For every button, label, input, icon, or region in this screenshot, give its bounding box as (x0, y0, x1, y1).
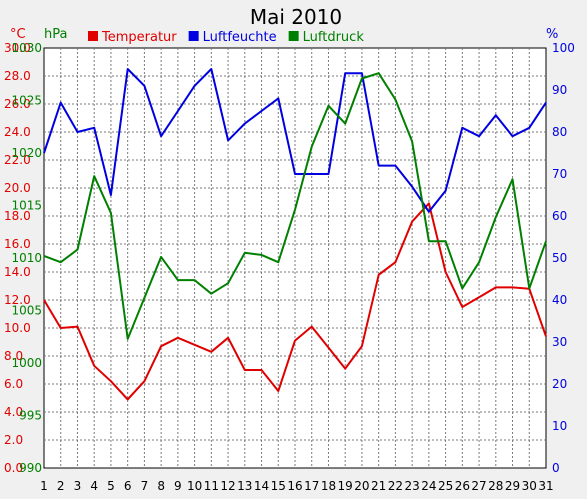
x-axis: 1 2 3 4 5 6 7 8 9 10 11 12 13 14 15 16 17 18 19 20 21 22 23 24 2… (40, 479, 553, 493)
x-tick-label: 6 (124, 479, 132, 493)
x-tick-label: 16 (287, 479, 302, 493)
legend-swatch (88, 31, 98, 41)
series-line-luftfeuchte (43, 68, 547, 213)
legend-label: Luftfeuchte (203, 30, 277, 45)
x-tick-label: 21 (371, 479, 386, 493)
humidity-tick-label: 0 (552, 461, 560, 475)
x-tick-label: 25 (438, 479, 453, 493)
legend: Temperatur Luftfeuchte Luftdruck (88, 30, 364, 45)
temperature-tick-label: 26.0 (4, 97, 31, 111)
humidity-tick-label: 10 (552, 419, 567, 433)
x-tick-label: 12 (220, 479, 235, 493)
x-tick-label: 20 (354, 479, 369, 493)
legend-swatch (188, 31, 199, 41)
temperature-tick-label: 18.0 (4, 209, 31, 223)
unit-pressure: hPa (44, 27, 67, 42)
x-tick-label: 18 (321, 479, 336, 493)
x-tick-label: 7 (141, 479, 149, 493)
series-layer (43, 68, 547, 401)
temperature-tick-label: 6.0 (4, 377, 23, 391)
x-tick-label: 9 (174, 479, 182, 493)
chart-title: Mai 2010 (250, 5, 342, 29)
temperature-tick-label: 2.0 (4, 433, 23, 447)
temperature-tick-label: 28.0 (4, 69, 31, 83)
temperature-tick-label: 8.0 (4, 349, 23, 363)
x-tick-label: 19 (338, 479, 353, 493)
series-line-temperatur (43, 202, 547, 401)
temperature-tick-label: 30.0 (4, 41, 31, 55)
humidity-tick-label: 70 (552, 167, 567, 181)
temperature-tick-label: 10.0 (4, 321, 31, 335)
grid (44, 48, 546, 468)
x-tick-label: 28 (488, 479, 503, 493)
x-tick-label: 31 (538, 479, 553, 493)
legend-label: Temperatur (101, 30, 177, 45)
x-tick-label: 17 (304, 479, 319, 493)
pressure-tick-label: 1025 (11, 94, 42, 108)
series-line-luftdruck (43, 72, 547, 340)
pressure-tick-label: 1010 (11, 251, 42, 265)
pressure-tick-label: 1000 (11, 356, 42, 370)
humidity-tick-label: 30 (552, 335, 567, 349)
x-tick-label: 2 (57, 479, 65, 493)
unit-temperature: °C (10, 27, 26, 42)
x-tick-label: 22 (388, 479, 403, 493)
humidity-tick-label: 50 (552, 251, 567, 265)
humidity-tick-label: 40 (552, 293, 567, 307)
x-tick-label: 30 (522, 479, 537, 493)
unit-humidity: % (546, 27, 558, 42)
humidity-tick-label: 90 (552, 83, 567, 97)
x-tick-label: 29 (505, 479, 520, 493)
humidity-axis: 0 10 20 30 40 50 60 70 80 90 100 (552, 41, 575, 475)
humidity-tick-label: 100 (552, 41, 575, 55)
x-tick-label: 4 (90, 479, 98, 493)
x-tick-label: 10 (187, 479, 202, 493)
humidity-tick-label: 20 (552, 377, 567, 391)
x-tick-label: 3 (74, 479, 82, 493)
temperature-axis: 0.0 2.0 4.0 6.0 8.0 10.0 12.0 14.0 16.0 18.0 20.0 2… (4, 41, 31, 475)
temperature-tick-label: 0.0 (4, 461, 23, 475)
pressure-tick-label: 990 (19, 461, 42, 475)
x-tick-label: 11 (204, 479, 219, 493)
temperature-tick-label: 20.0 (4, 181, 31, 195)
x-tick-label: 26 (455, 479, 470, 493)
pressure-tick-label: 995 (19, 409, 42, 423)
pressure-tick-label: 1005 (11, 304, 42, 318)
x-tick-label: 15 (271, 479, 286, 493)
temperature-tick-label: 14.0 (4, 265, 31, 279)
temperature-tick-label: 24.0 (4, 125, 31, 139)
x-tick-label: 23 (404, 479, 419, 493)
legend-swatch (288, 31, 299, 41)
x-tick-label: 14 (254, 479, 269, 493)
pressure-tick-label: 1020 (11, 146, 42, 160)
temperature-tick-label: 12.0 (4, 293, 31, 307)
pressure-tick-label: 1030 (11, 41, 42, 55)
temperature-tick-label: 22.0 (4, 153, 31, 167)
x-tick-label: 8 (157, 479, 165, 493)
legend-label: Luftdruck (303, 30, 365, 45)
pressure-tick-label: 1015 (11, 199, 42, 213)
x-tick-label: 5 (107, 479, 115, 493)
humidity-tick-label: 80 (552, 125, 567, 139)
pressure-axis: 990 995 1000 1005 1010 1015 1020 1025 1030 (11, 41, 42, 475)
x-tick-label: 24 (421, 479, 436, 493)
x-tick-label: 13 (237, 479, 252, 493)
temperature-tick-label: 16.0 (4, 237, 31, 251)
temperature-tick-label: 4.0 (4, 405, 23, 419)
x-tick-label: 27 (471, 479, 486, 493)
humidity-tick-label: 60 (552, 209, 567, 223)
x-tick-label: 1 (40, 479, 48, 493)
